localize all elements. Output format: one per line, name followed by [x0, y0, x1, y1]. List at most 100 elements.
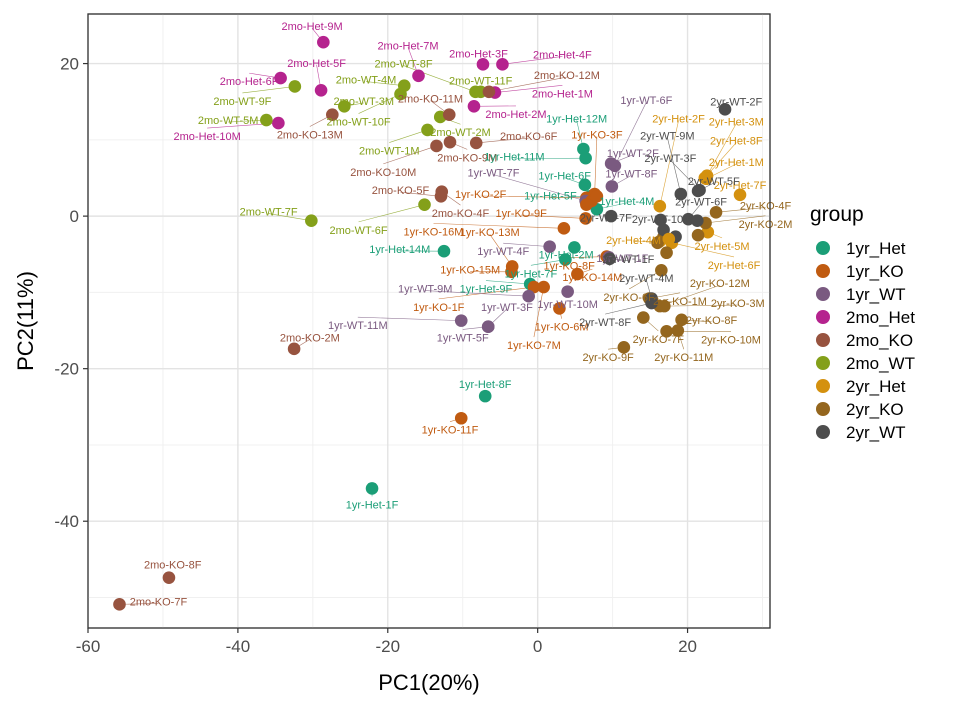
point-label: 2yr-Het-8F — [710, 136, 763, 148]
point-label: 2yr-KO-7F — [633, 334, 685, 346]
data-point — [365, 482, 379, 495]
legend-label: 2mo_Het — [846, 308, 915, 327]
point-label: 1yr-KO-8F — [543, 261, 595, 273]
point-label: 2yr-Het-7F — [714, 180, 767, 192]
data-point — [557, 222, 571, 235]
data-point — [559, 253, 572, 266]
label-leader-line — [358, 204, 425, 223]
point-label: 2mo-KO-11M — [398, 94, 463, 106]
point-label: 1yr-WT-8F — [605, 168, 657, 180]
label-leader-line — [494, 85, 563, 93]
label-leader-line — [671, 242, 735, 258]
x-tick-label: 0 — [533, 637, 542, 656]
data-point — [605, 180, 619, 193]
point-label: 2yr-KO-1M — [653, 296, 707, 308]
x-tick-label: 20 — [678, 637, 697, 656]
x-axis-title: PC1(20%) — [378, 670, 479, 695]
x-tick-label: -40 — [226, 637, 251, 656]
point-label: 2mo-Het-1M — [532, 88, 593, 100]
legend-label: 1yr_KO — [846, 262, 904, 281]
y-tick-label: -20 — [54, 360, 79, 379]
point-label: 2yr-WT-8F — [579, 317, 631, 329]
label-leader-line — [403, 65, 476, 93]
label-leader-line — [670, 159, 700, 191]
label-leader-line — [480, 195, 587, 199]
point-label: 2yr-WT-9M — [640, 130, 694, 142]
data-point — [288, 80, 302, 93]
data-point — [580, 198, 593, 211]
label-leader-line — [357, 316, 462, 321]
point-label: 2yr-WT-7F — [580, 213, 632, 225]
label-leader-line — [664, 304, 738, 307]
point-label: 1yr-Het-4M — [599, 196, 654, 208]
label-leader-line — [433, 223, 564, 229]
point-label: 1yr-WT-6F — [620, 95, 672, 107]
data-point — [553, 302, 566, 315]
label-leader-line — [400, 191, 442, 197]
point-label: 1yr-KO-2F — [455, 189, 507, 201]
label-leader-line — [659, 120, 679, 207]
data-point — [338, 99, 351, 113]
label-leader-line — [716, 207, 766, 213]
point-label: 2mo-WT-10F — [326, 117, 390, 129]
data-point — [478, 389, 492, 403]
legend-key — [816, 425, 830, 439]
data-point — [699, 172, 713, 186]
data-point — [317, 35, 330, 49]
point-label: 1yr-Het-11M — [484, 152, 544, 164]
data-point — [505, 265, 518, 279]
point-label: 2mo-WT-7F — [240, 207, 298, 219]
data-point — [476, 58, 490, 71]
label-leader-line — [425, 290, 529, 297]
data-point — [443, 135, 457, 149]
point-label: 2mo-Het-2M — [485, 109, 546, 121]
data-point — [658, 299, 671, 313]
data-point — [287, 342, 301, 356]
label-leader-line — [358, 93, 401, 114]
point-label: 2mo-WT-11F — [449, 75, 513, 87]
legend-key — [816, 333, 830, 347]
point-label: 2yr-WT-4M — [619, 273, 673, 285]
point-label: 1yr-Het-14M — [369, 244, 430, 256]
data-point — [691, 184, 705, 198]
point-label: 2yr-KO-2M — [739, 219, 793, 231]
point-label: 2yr-Het-5M — [695, 241, 750, 253]
point-label: 2mo-WT-9F — [213, 96, 271, 108]
y-axis-title: PC2(11%) — [13, 271, 38, 371]
point-label: 1yr-KO-6M — [535, 322, 589, 334]
label-leader-line — [503, 242, 550, 247]
point-label: 1yr-KO-7M — [507, 340, 561, 352]
data-point — [496, 58, 509, 71]
point-label: 1yr-WT-3F — [481, 302, 533, 314]
legend-label: 2mo_WT — [846, 354, 915, 373]
label-leader-line — [614, 102, 647, 166]
data-point — [709, 206, 723, 219]
point-label: 1yr-WT-5F — [437, 332, 489, 344]
label-leader-line — [268, 213, 312, 221]
data-point — [272, 116, 285, 130]
point-label: 2yr-WT-5F — [688, 176, 740, 188]
legend-label: 2yr_WT — [846, 423, 906, 442]
point-label: 2mo-KO-6F — [500, 131, 558, 143]
point-label: 2mo-KO-4F — [432, 208, 490, 220]
data-point — [314, 83, 328, 97]
data-point — [467, 99, 481, 113]
x-tick-label: -20 — [375, 637, 400, 656]
data-point — [527, 280, 541, 294]
point-label: 1yr-WT-7F — [467, 168, 519, 180]
point-label: 2mo-WT-6F — [330, 225, 388, 237]
point-label: 2mo-KO-10M — [350, 167, 416, 179]
point-labels: 2mo-Het-9M 2mo-Het-5F 2mo-Het-6F 2mo-Het-10… — [130, 21, 793, 608]
label-leader-line — [533, 287, 544, 338]
y-tick-label: -40 — [54, 512, 79, 531]
data-point — [469, 136, 483, 150]
point-label: 2mo-WT-5M — [198, 115, 259, 127]
point-label: 1yr-WT-9M — [398, 284, 452, 296]
label-leader-line — [228, 119, 267, 123]
legend-label: 2yr_KO — [846, 400, 904, 419]
legend-key — [816, 264, 830, 278]
data-point — [435, 185, 449, 199]
point-label: 1yr-KO-11F — [422, 425, 479, 437]
point-label: 1yr-Het-8F — [459, 379, 512, 391]
point-label: 2yr-Het-4M — [606, 235, 661, 247]
